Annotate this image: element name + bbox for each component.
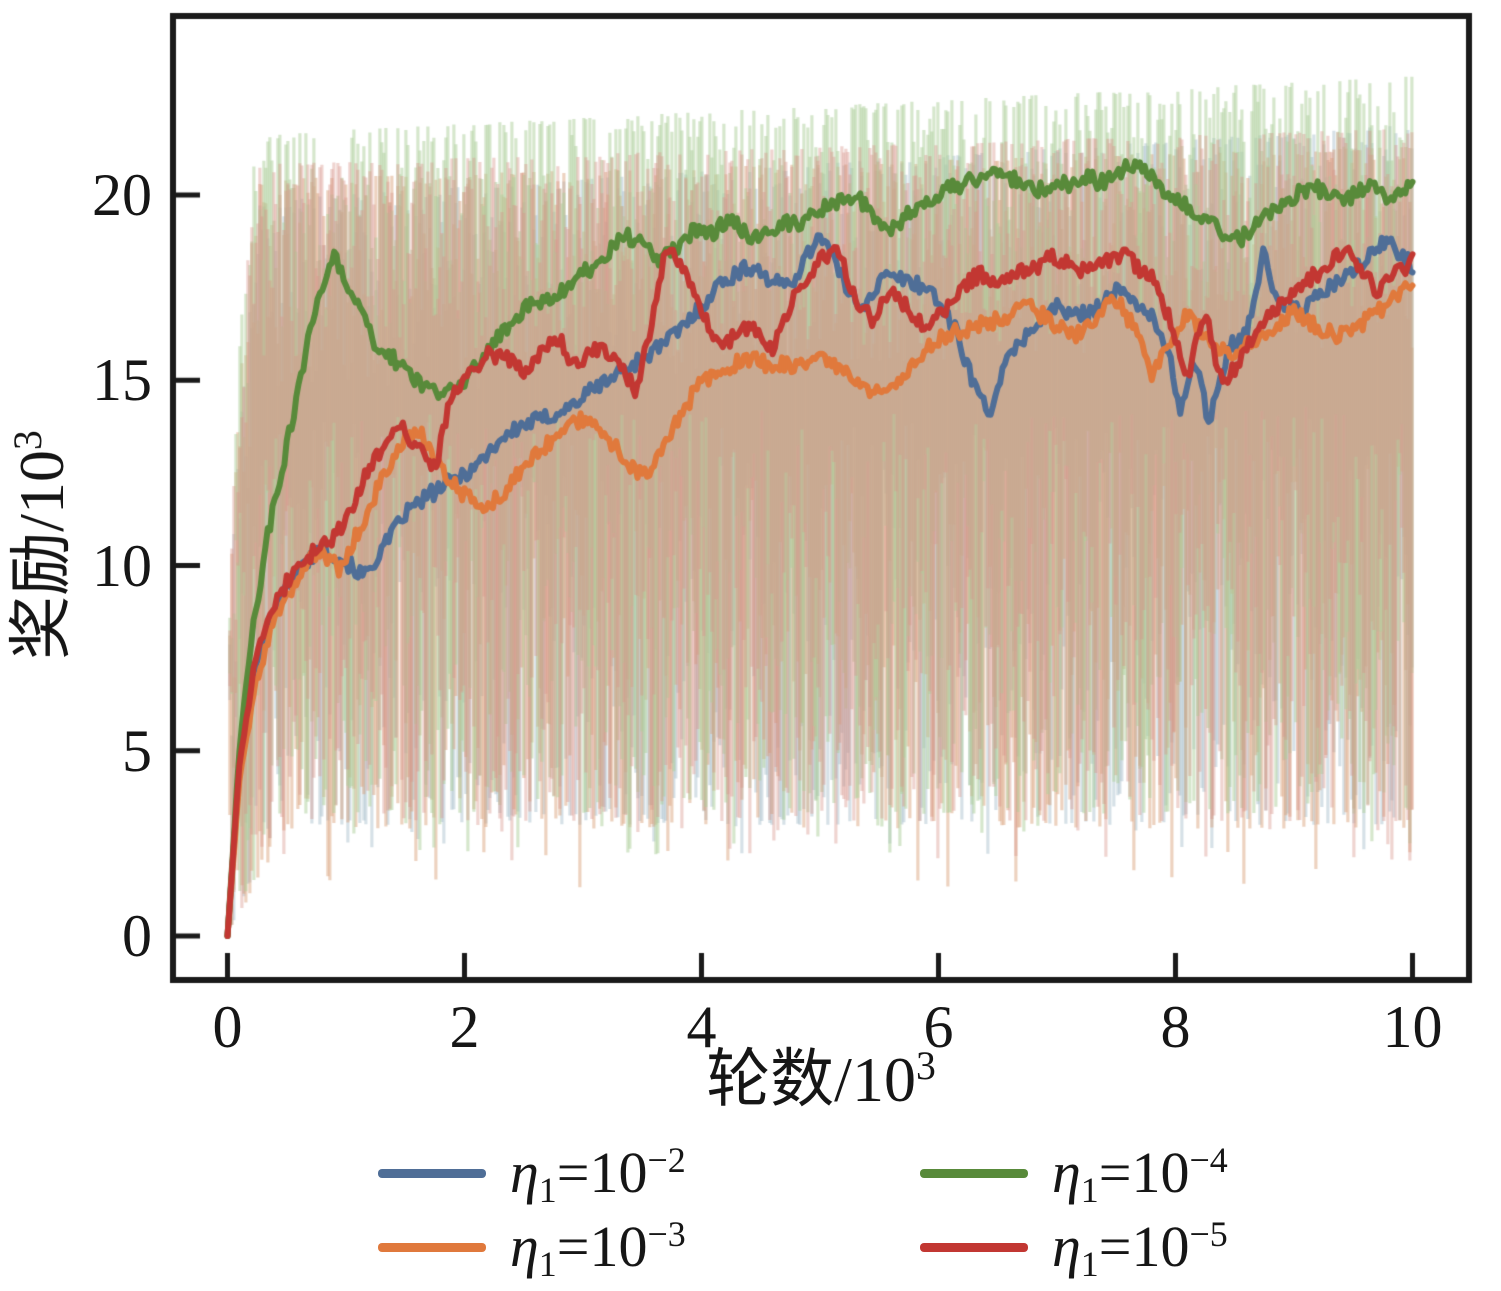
legend-item-eta-1e-3: η1=10−3 bbox=[378, 1214, 920, 1285]
y-tick-label: 20 bbox=[92, 162, 152, 228]
legend-label: η1=10−4 bbox=[1052, 1140, 1228, 1211]
legend-label: η1=10−2 bbox=[510, 1140, 686, 1211]
legend-label: η1=10−3 bbox=[510, 1214, 686, 1285]
x-axis-label: 轮数/103 bbox=[706, 1044, 936, 1115]
y-tick-label: 10 bbox=[92, 532, 152, 599]
y-tick-label: 0 bbox=[122, 903, 152, 969]
legend-item-eta-1e-5: η1=10−5 bbox=[920, 1214, 1228, 1285]
x-tick-label: 2 bbox=[449, 994, 480, 1060]
x-tick-label: 4 bbox=[686, 994, 717, 1060]
legend-swatch-orange bbox=[378, 1242, 486, 1252]
legend: η1=10−2 η1=10−4 η1=10−3 η1=10−5 bbox=[378, 1140, 1228, 1285]
y-axis-label: 奖励/103 bbox=[6, 430, 77, 660]
legend-swatch-green bbox=[920, 1168, 1028, 1178]
legend-item-eta-1e-4: η1=10−4 bbox=[920, 1140, 1228, 1211]
x-tick-label: 8 bbox=[1160, 994, 1191, 1060]
legend-item-eta-1e-2: η1=10−2 bbox=[378, 1140, 920, 1211]
y-tick-label: 5 bbox=[122, 717, 152, 784]
x-tick-label: 10 bbox=[1382, 994, 1443, 1060]
x-tick-label: 0 bbox=[212, 994, 243, 1060]
x-tick-label: 6 bbox=[923, 994, 954, 1060]
legend-swatch-blue bbox=[378, 1168, 486, 1178]
y-tick-label: 15 bbox=[92, 347, 152, 414]
legend-label: η1=10−5 bbox=[1052, 1214, 1228, 1285]
legend-swatch-red bbox=[920, 1242, 1028, 1252]
